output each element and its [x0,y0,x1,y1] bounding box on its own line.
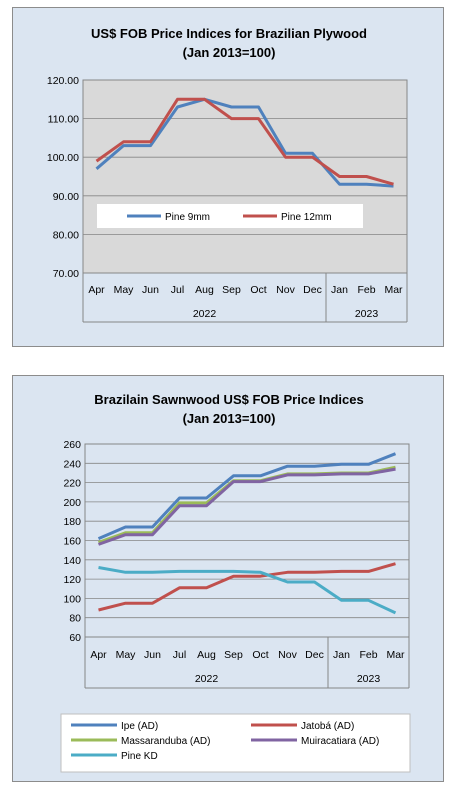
sawnwood-y-tick-label: 260 [63,439,81,451]
sawnwood-chart-svg: Brazilain Sawnwood US$ FOB Price Indices… [60,392,411,773]
plywood-chart-subtitle: (Jan 2013=100) [183,45,276,60]
sawnwood-y-tick-label: 100 [63,593,81,605]
sawnwood-chart-title: Brazilain Sawnwood US$ FOB Price Indices [94,392,363,407]
sawnwood-legend-label-muiracatiara-ad: Muiracatiara (AD) [301,736,379,747]
plywood-x-tick-label: May [114,284,135,296]
sawnwood-y-tick-label: 160 [63,536,81,548]
sawnwood-x-tick-label: May [116,649,137,661]
plywood-x-tick-label: Sep [222,284,241,296]
sawnwood-series-jatob-ad [98,562,396,612]
plywood-x-tick-label: Apr [88,284,105,296]
sawnwood-legend: Ipe (AD) Jatobá (AD) Massaranduba (AD) Muir… [60,713,411,773]
sawnwood-y-tick-label: 80 [69,613,81,625]
plywood-series-pine-12mm [95,97,394,186]
plywood-x-tick-label: Oct [250,284,266,296]
plywood-x-tick-label: Feb [357,284,375,296]
sawnwood-x-tick-label: Nov [278,649,297,661]
plywood-y-tick-label: 80.00 [53,229,79,241]
plywood-legend-label-pine-12mm: Pine 12mm [281,212,332,223]
sawnwood-x-tick-label: Dec [305,649,324,661]
sawnwood-x-tick-label: Sep [224,649,243,661]
plywood-chart-title: US$ FOB Price Indices for Brazilian Plyw… [91,26,367,41]
sawnwood-y-tick-label: 140 [63,555,81,567]
sawnwood-y-tick-label: 220 [63,478,81,490]
plywood-series-pine-9mm [95,97,394,188]
plywood-y-tick-label: 110.00 [48,114,79,126]
sawnwood-series-ipe-ad [97,452,397,540]
plywood-y-tick-label: 70.00 [53,268,79,280]
plywood-y-tick-label: 90.00 [53,191,79,203]
sawnwood-series-muiracatiara-ad [97,467,396,546]
sawnwood-x-tick-label: Jun [144,649,161,661]
sawnwood-legend-label-jatob-ad: Jatobá (AD) [301,721,354,732]
sawnwood-series-pine-kd [98,566,397,615]
plywood-x-tick-label: Nov [276,284,295,296]
sawnwood-x-tick-label: Aug [197,649,216,661]
plywood-y-tick-label: 120.00 [47,75,79,87]
sawnwood-x-tick-label: Oct [252,649,268,661]
plywood-chart: US$ FOB Price Indices for Brazilian Plyw… [12,7,444,347]
sawnwood-legend-box [60,713,411,773]
plywood-x-tick-label: Jul [171,284,184,296]
plywood-legend: Pine 9mm Pine 12mm [97,204,363,228]
plywood-x-tick-label: Dec [303,284,322,296]
plywood-x-tick-label: Mar [384,284,403,296]
plywood-x-tick-label: Jan [331,284,348,296]
sawnwood-year-label: 2022 [195,673,219,685]
sawnwood-legend-label-ipe-ad: Ipe (AD) [121,721,158,732]
plywood-x-tick-label: Aug [195,284,214,296]
sawnwood-x-tick-label: Apr [90,649,107,661]
sawnwood-chart: Brazilain Sawnwood US$ FOB Price Indices… [12,375,444,782]
plywood-y-tick-label: 100.00 [47,152,79,164]
sawnwood-y-tick-label: 180 [63,516,81,528]
sawnwood-x-tick-label: Jul [173,649,186,661]
plywood-year-label: 2022 [193,308,217,320]
plywood-legend-label-pine-9mm: Pine 9mm [165,212,210,223]
sawnwood-y-tick-label: 60 [69,632,81,644]
sawnwood-y-tick-label: 240 [63,458,81,470]
sawnwood-chart-subtitle: (Jan 2013=100) [183,411,276,426]
sawnwood-y-tick-label: 120 [63,574,81,586]
sawnwood-x-tick-label: Feb [359,649,377,661]
sawnwood-x-tick-label: Jan [333,649,350,661]
plywood-chart-svg: US$ FOB Price Indices for Brazilian Plyw… [47,26,408,323]
sawnwood-legend-label-massaranduba-ad: Massaranduba (AD) [121,736,210,747]
sawnwood-legend-label-pine-kd: Pine KD [121,751,158,762]
sawnwood-y-tick-label: 200 [63,497,81,509]
plywood-x-tick-label: Jun [142,284,159,296]
sawnwood-x-tick-label: Mar [386,649,405,661]
plywood-year-label: 2023 [355,308,379,320]
sawnwood-year-label: 2023 [357,673,381,685]
